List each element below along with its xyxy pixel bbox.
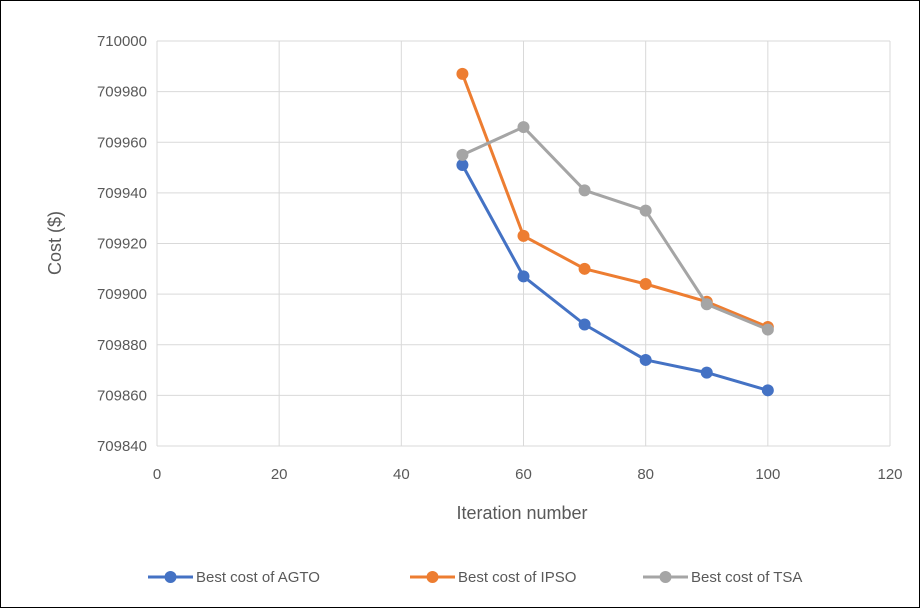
data-point bbox=[517, 229, 530, 242]
data-point bbox=[761, 384, 774, 397]
series-2 bbox=[456, 121, 774, 336]
legend: Best cost of AGTO Best cost of IPSO Best c… bbox=[148, 569, 802, 586]
data-point bbox=[517, 270, 530, 283]
x-tick-label: 40 bbox=[393, 466, 410, 483]
x-tick-label: 0 bbox=[153, 466, 161, 483]
series-line bbox=[461, 125, 769, 331]
data-point bbox=[761, 323, 774, 336]
y-tick-label: 709900 bbox=[97, 286, 147, 303]
data-point bbox=[700, 298, 713, 311]
legend-label: Best cost of IPSO bbox=[458, 569, 576, 586]
y-axis-tick-labels: 709840 709860 709880 709900 709920 709940 7099… bbox=[97, 33, 147, 455]
data-point bbox=[517, 121, 530, 134]
y-tick-label: 709960 bbox=[97, 134, 147, 151]
data-point bbox=[456, 67, 469, 80]
legend-label: Best cost of TSA bbox=[691, 569, 802, 586]
y-tick-label: 709980 bbox=[97, 84, 147, 101]
legend-marker bbox=[426, 571, 439, 583]
y-tick-label: 709880 bbox=[97, 337, 147, 354]
data-point bbox=[456, 159, 469, 172]
legend-item: Best cost of TSA bbox=[643, 569, 802, 586]
y-tick-label: 709920 bbox=[97, 236, 147, 253]
legend-item: Best cost of IPSO bbox=[410, 569, 576, 586]
series-line bbox=[461, 164, 769, 392]
x-tick-label: 80 bbox=[637, 466, 654, 483]
series-layer bbox=[456, 67, 774, 397]
data-point bbox=[639, 204, 652, 217]
data-point bbox=[456, 148, 469, 161]
legend-marker bbox=[164, 571, 177, 583]
legend-marker bbox=[659, 571, 672, 583]
data-point bbox=[639, 353, 652, 366]
y-tick-label: 709940 bbox=[97, 185, 147, 202]
series-line bbox=[461, 73, 769, 329]
y-tick-label: 709840 bbox=[97, 438, 147, 455]
x-tick-label: 120 bbox=[877, 466, 902, 483]
data-point bbox=[578, 262, 591, 275]
x-tick-label: 100 bbox=[755, 466, 780, 483]
series-0 bbox=[456, 159, 774, 397]
y-axis-title: Cost ($) bbox=[45, 211, 65, 275]
gridlines bbox=[156, 40, 891, 447]
x-tick-label: 60 bbox=[515, 466, 532, 483]
x-axis-title: Iteration number bbox=[456, 503, 587, 523]
x-axis-tick-labels: 0 20 40 60 80 100 120 bbox=[153, 466, 903, 483]
y-tick-label: 710000 bbox=[97, 33, 147, 50]
data-point bbox=[639, 278, 652, 290]
data-point bbox=[578, 184, 591, 197]
x-tick-label: 20 bbox=[271, 466, 288, 483]
legend-label: Best cost of AGTO bbox=[196, 569, 320, 586]
data-point bbox=[578, 318, 591, 331]
data-point bbox=[700, 366, 713, 379]
y-tick-label: 709860 bbox=[97, 387, 147, 404]
legend-item: Best cost of AGTO bbox=[148, 569, 320, 586]
